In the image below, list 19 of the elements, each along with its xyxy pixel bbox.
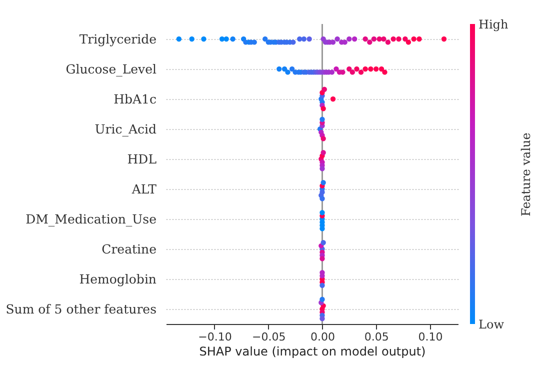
y-tick-label: ALT xyxy=(130,182,158,196)
y-tick-label: HDL xyxy=(127,152,156,166)
y-tick-label: Uric_Acid xyxy=(94,122,156,136)
x-axis-title: SHAP value (impact on model output) xyxy=(199,344,426,358)
x-tick-label: 0.10 xyxy=(418,330,443,344)
y-tick-label: Sum of 5 other features xyxy=(6,302,156,316)
y-tick-label: Triglyceride xyxy=(79,32,156,46)
y-tick-label: Glucose_Level xyxy=(66,62,156,76)
color-bar-label: Low xyxy=(478,318,505,332)
y-tick-label: Hemoglobin xyxy=(79,272,156,286)
x-tick-label: 0.05 xyxy=(364,330,389,344)
x-tick-label: −0.05 xyxy=(252,330,286,344)
color-bar-title: Feature value xyxy=(519,132,534,216)
x-tick-label: 0.00 xyxy=(310,330,335,344)
y-tick-label: HbA1c xyxy=(114,92,156,106)
x-tick-label: −0.10 xyxy=(198,330,232,344)
color-bar-label: High xyxy=(478,18,508,32)
y-tick-label: DM_Medication_Use xyxy=(26,212,156,226)
y-tick-label: Creatine xyxy=(102,242,156,256)
